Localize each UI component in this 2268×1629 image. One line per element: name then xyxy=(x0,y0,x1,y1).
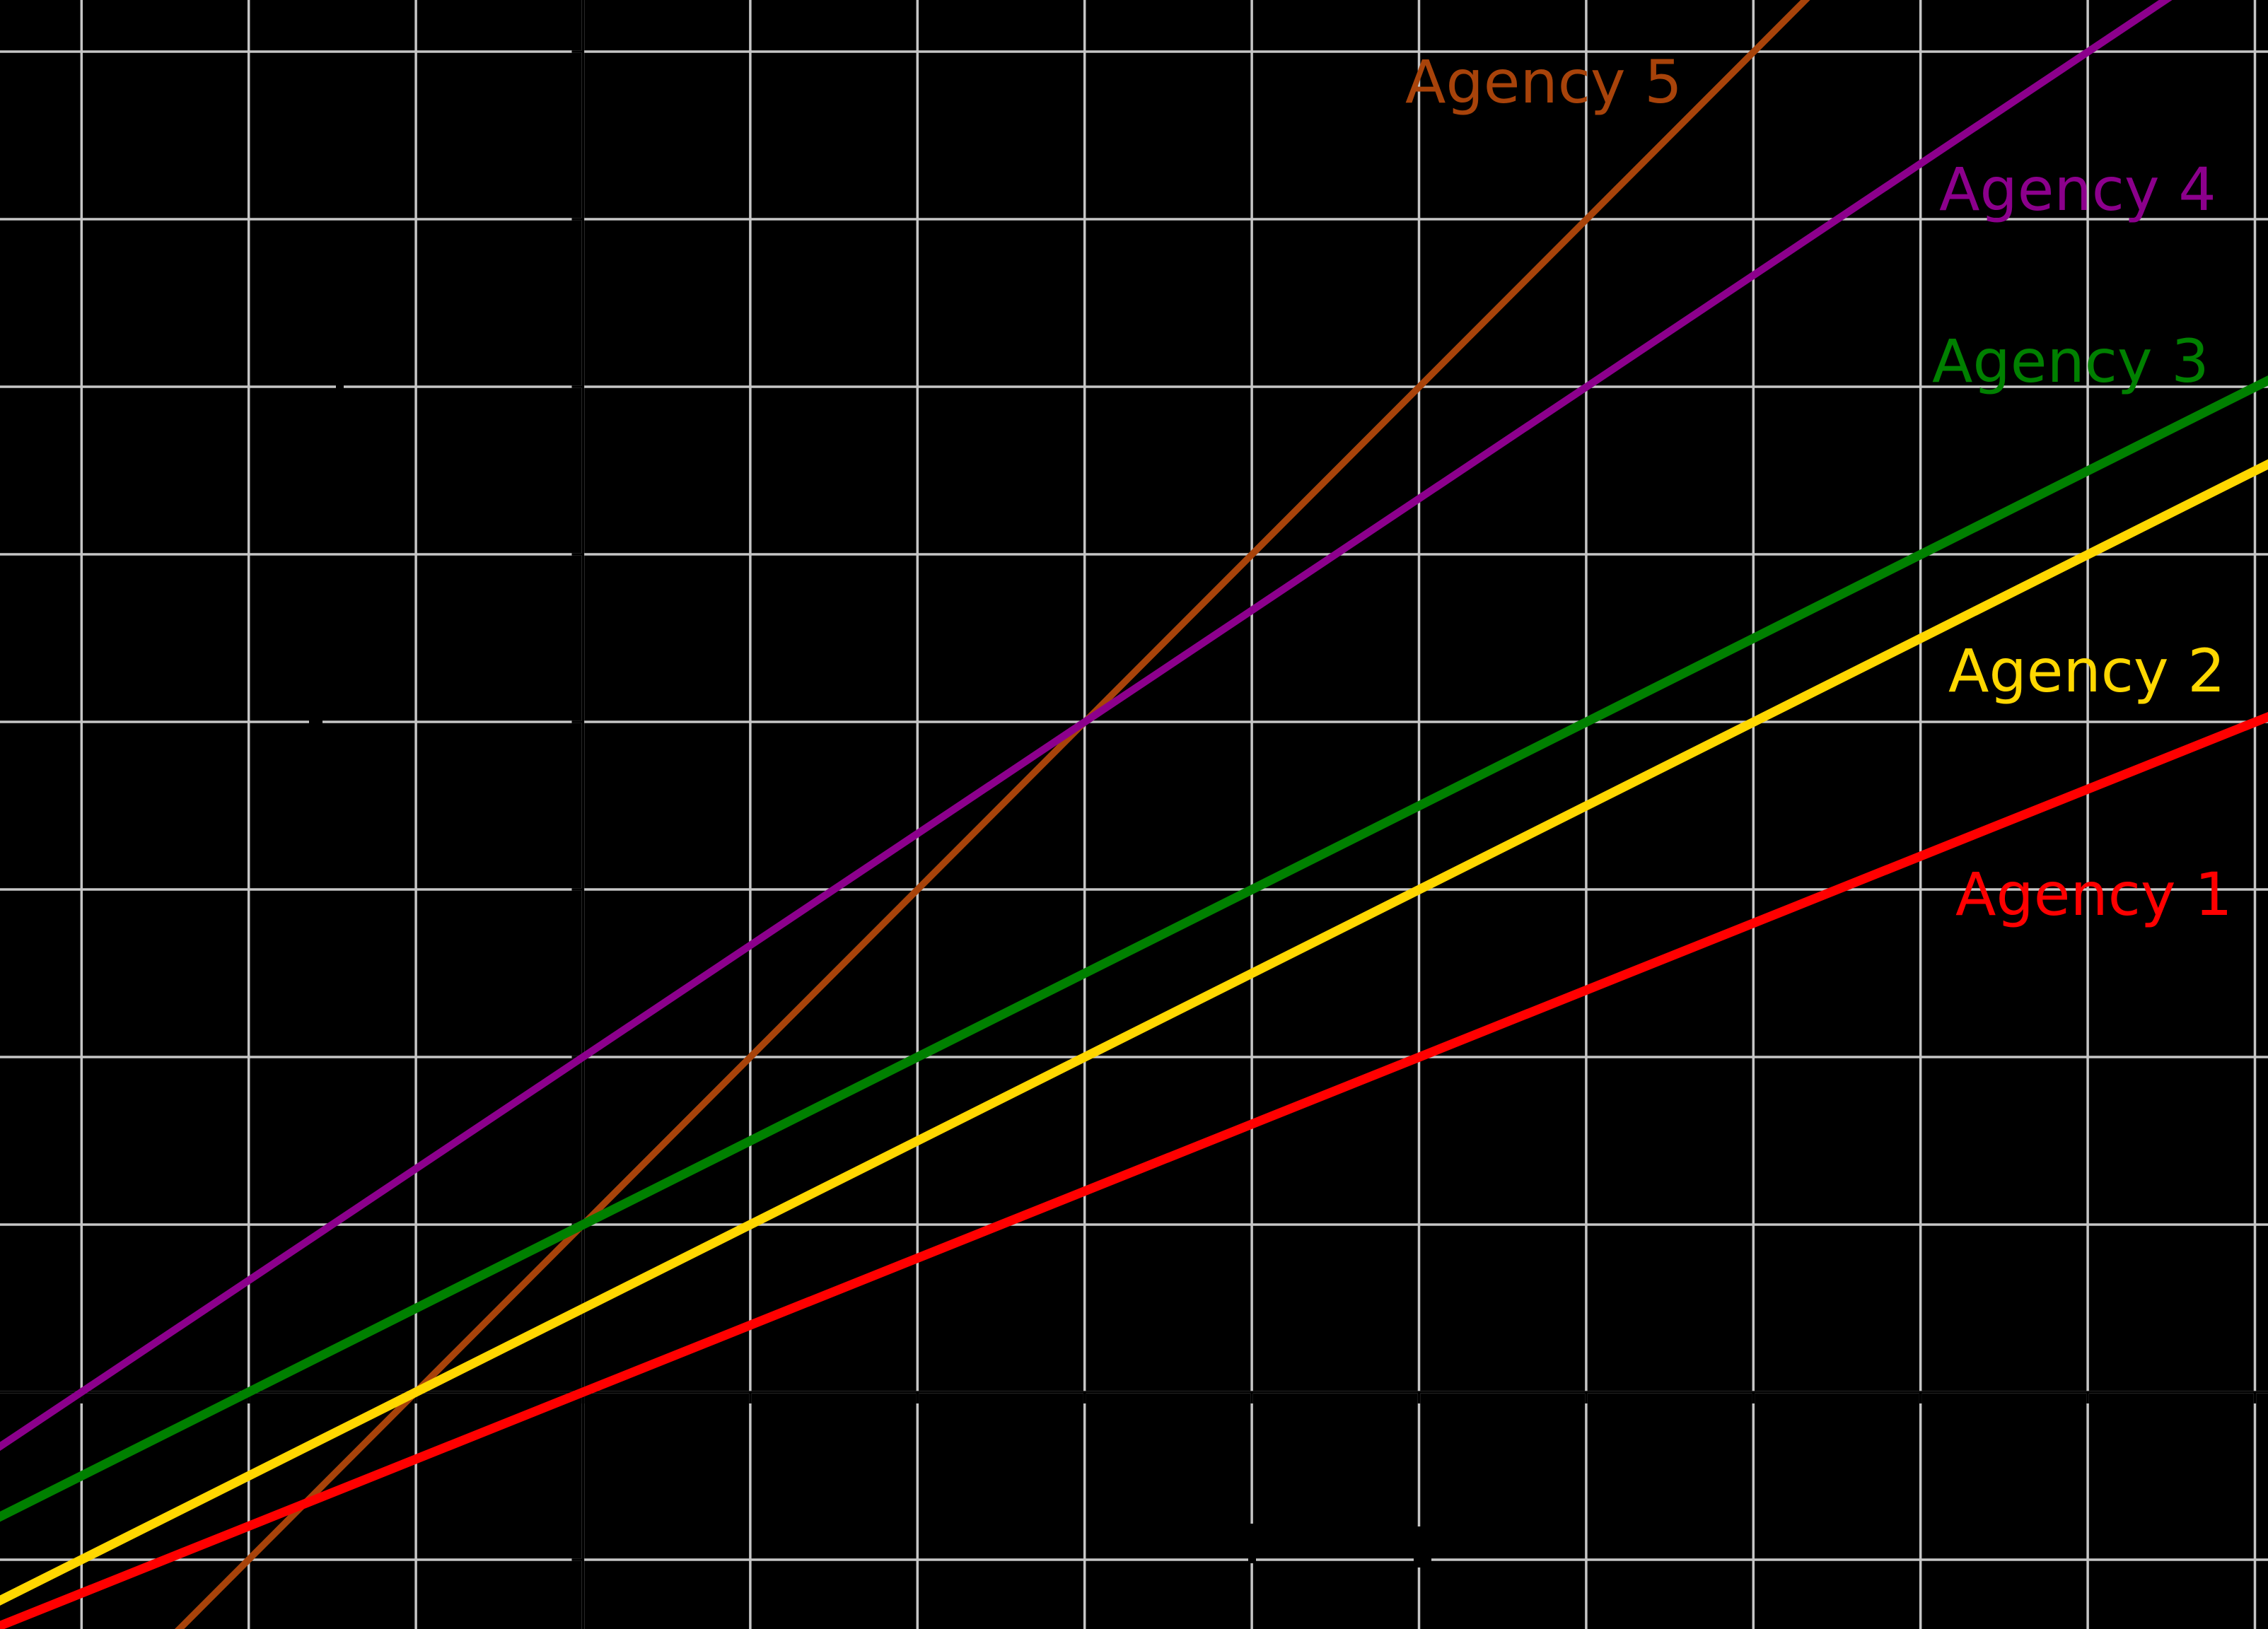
line-agency-1 xyxy=(0,711,2268,1629)
label-agency-2: Agency 2 xyxy=(1948,636,2226,706)
label-agency-4: Agency 4 xyxy=(1939,155,2216,224)
illegible-black-text-fragment xyxy=(1248,1524,1256,1563)
line-agency-2 xyxy=(0,459,2268,1606)
illegible-black-text-fragment xyxy=(1414,1526,1431,1567)
hidden-black-text-artifacts xyxy=(309,384,1431,1567)
label-agency-5: Agency 5 xyxy=(1405,47,1682,117)
label-agency-3: Agency 3 xyxy=(1932,327,2209,396)
line-agency-3 xyxy=(0,375,2268,1522)
illegible-black-text-fragment xyxy=(309,717,322,728)
line-agency-4 xyxy=(0,0,2173,1452)
series-labels: Agency 1 Agency 2 Agency 3 Agency 4 Agency 5 xyxy=(1405,47,2233,929)
illegible-black-text-fragment xyxy=(336,384,344,393)
label-agency-1: Agency 1 xyxy=(1955,860,2233,929)
axis-ticks xyxy=(80,50,2257,1561)
